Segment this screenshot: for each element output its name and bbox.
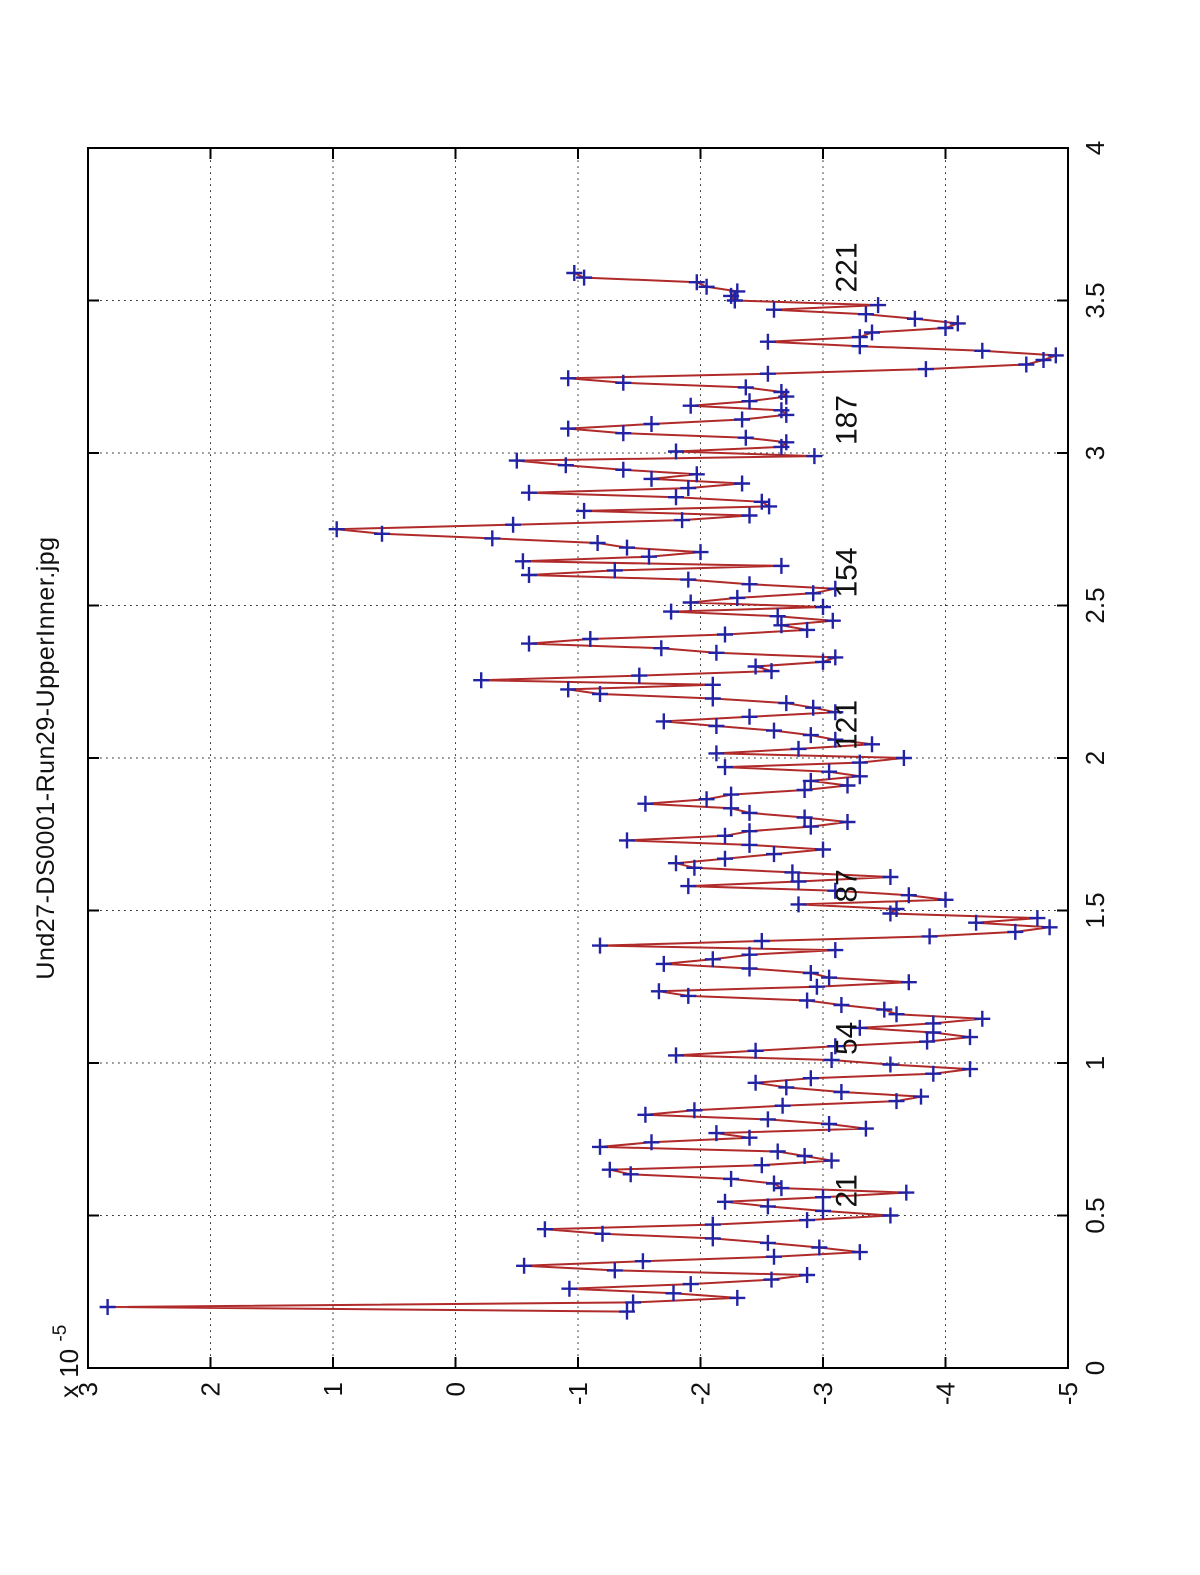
signal-line — [107, 272, 1057, 1313]
point-index-annotation: 221 — [830, 242, 863, 292]
plot-box — [87, 147, 1069, 1369]
chart-title: Und27-DS0001-Run29-UpperInner.jpg — [32, 536, 60, 980]
point-index-annotation: 154 — [830, 547, 863, 597]
y-tick-label: -4 — [931, 1382, 961, 1405]
x-tick-label: 0.5 — [1080, 1197, 1110, 1233]
point-index-annotation: 87 — [830, 869, 863, 902]
x-tick-label: 2 — [1080, 751, 1110, 765]
x-tick-label: 1 — [1080, 1056, 1110, 1070]
y-tick-label: -3 — [808, 1382, 838, 1405]
y-tick-label: 0 — [441, 1382, 471, 1396]
point-index-annotation: 121 — [830, 700, 863, 750]
data-point-markers — [99, 265, 1064, 1320]
point-index-annotation: 54 — [830, 1022, 863, 1055]
y-tick-label: 1 — [318, 1382, 348, 1396]
x-tick-label: 0 — [1080, 1361, 1110, 1375]
x-tick-label: 3.5 — [1080, 282, 1110, 318]
point-index-annotation: 187 — [830, 395, 863, 445]
y-tick-label: -2 — [686, 1382, 716, 1405]
x-tick-label: 2.5 — [1080, 587, 1110, 623]
y-tick-label: 2 — [196, 1382, 226, 1396]
x-tick-label: 3 — [1080, 446, 1110, 460]
y-tick-label: -1 — [563, 1382, 593, 1405]
x-tick-label: 1.5 — [1080, 892, 1110, 928]
y-tick-label: 3 — [73, 1382, 103, 1396]
y-tick-label: -5 — [1053, 1382, 1083, 1405]
point-index-annotation: 21 — [830, 1174, 863, 1207]
x-tick-label: 4 — [1080, 141, 1110, 155]
